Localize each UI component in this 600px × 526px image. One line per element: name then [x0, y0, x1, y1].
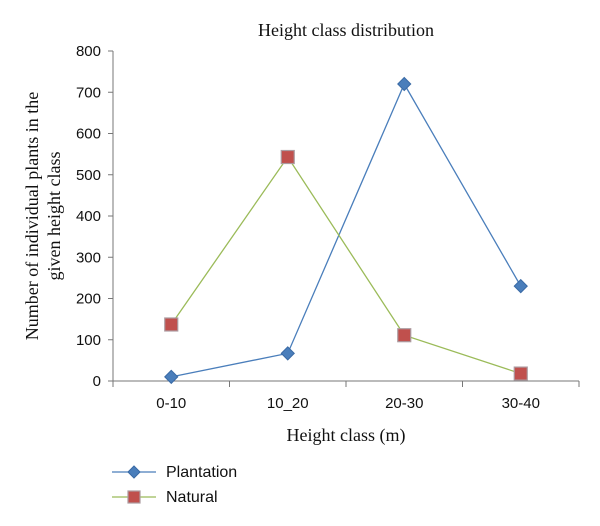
data-point	[513, 366, 528, 381]
data-point	[280, 149, 295, 165]
series-line	[170, 155, 521, 375]
data-point	[164, 369, 179, 385]
data-point	[164, 317, 179, 332]
y-tick-label: 400	[76, 208, 101, 225]
y-tick-label: 100	[76, 332, 101, 349]
y-tick-label: 700	[76, 84, 101, 101]
data-point	[397, 76, 412, 92]
y-axis-label-line-2: given height class	[44, 152, 64, 281]
x-ticks: 0-10 10_20 20-30 30-40	[112, 381, 580, 412]
y-tick-label: 300	[76, 249, 101, 266]
legend: Plantation Natural	[112, 464, 237, 506]
series-layer	[164, 76, 528, 385]
y-tick-label: 0	[93, 373, 101, 390]
y-axis-label-line-1: Number of individual plants in the	[22, 92, 42, 340]
legend-marker	[127, 490, 141, 504]
legend-label: Natural	[166, 489, 218, 506]
y-tick-label: 600	[76, 126, 101, 143]
series-natural	[164, 149, 528, 381]
x-tick-label: 20-30	[385, 395, 423, 412]
x-tick-label: 10_20	[267, 395, 309, 412]
legend-item: Natural	[112, 489, 218, 506]
chart-title: Height class distribution	[258, 20, 434, 40]
y-ticks: 0 100 200 300 400 500 600 700 800	[76, 43, 113, 390]
data-point	[513, 278, 528, 294]
legend-item: Plantation	[112, 464, 237, 481]
x-axis-label: Height class (m)	[287, 425, 406, 446]
data-point	[280, 346, 295, 361]
y-tick-label: 500	[76, 167, 101, 184]
data-point	[397, 328, 412, 343]
x-tick-label: 30-40	[502, 395, 540, 412]
x-tick-label: 0-10	[156, 395, 186, 412]
y-tick-label: 200	[76, 291, 101, 308]
y-axis-label: Number of individual plants in the given…	[22, 92, 64, 340]
legend-label: Plantation	[166, 464, 237, 481]
series-plantation	[164, 76, 528, 385]
y-tick-label: 800	[76, 43, 101, 60]
series-line	[171, 82, 522, 378]
legend-marker	[127, 465, 141, 479]
